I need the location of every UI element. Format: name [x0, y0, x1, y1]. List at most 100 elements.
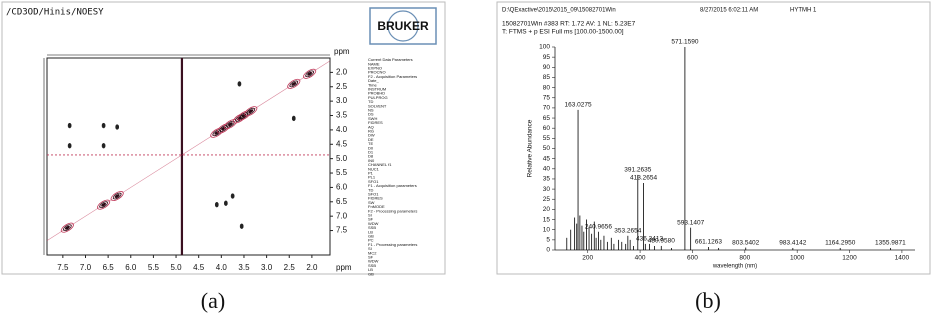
x-tick-label: 4.0 — [216, 263, 228, 272]
subtitle: T: FTMS + p ESI Full ms [100.00-1500.00] — [502, 29, 624, 36]
y-tick-label: 4.5 — [336, 139, 348, 148]
y-tick-label: 6.0 — [336, 183, 348, 192]
peak-label: 571.1590 — [671, 39, 698, 46]
x-tick-label: 7.5 — [57, 263, 69, 272]
x-tick-label: 200 — [582, 255, 593, 262]
contour-ring — [215, 202, 218, 207]
contour-ring — [224, 201, 227, 206]
peak-label: 353.2654 — [614, 228, 641, 235]
y-tick-label: 90 — [543, 64, 551, 71]
y-tick-label: 3.0 — [336, 96, 348, 105]
y-tick-label: 15 — [543, 216, 551, 223]
y-tick-label: 6.5 — [336, 197, 348, 206]
cross-peak — [231, 194, 234, 199]
x-tick-label: 6.0 — [125, 263, 137, 272]
spectrum-path: /CD3OD/Hinis/NOESY — [6, 8, 104, 18]
y-tick-label: 60 — [543, 125, 551, 132]
panel-caption: (a) — [201, 288, 225, 313]
cross-peak — [68, 123, 71, 128]
x-axis-label: ppm — [336, 263, 352, 272]
y-tick-label: 40 — [543, 166, 551, 173]
contour-ring — [238, 81, 241, 86]
x-tick-label: 3.5 — [238, 263, 250, 272]
parameter: F1 - Processing parameters — [368, 242, 417, 247]
y-tick-label: 25 — [543, 196, 551, 203]
diagonal-peak — [96, 198, 111, 211]
y-tick-label: 65 — [543, 115, 551, 122]
contour-ring — [240, 224, 243, 229]
x-tick-label: 400 — [635, 255, 646, 262]
x-tick-label: 1400 — [895, 255, 910, 262]
peak-label: 661.1263 — [695, 239, 722, 246]
y-tick-label: 7.0 — [336, 211, 348, 220]
peak-label: 593.1407 — [677, 219, 704, 226]
y-tick-label: 70 — [543, 105, 551, 112]
contour-ring — [68, 123, 71, 128]
y-tick-label: 85 — [543, 74, 551, 81]
header: HYTMH 1 — [790, 8, 817, 14]
diagonal-peak — [302, 67, 317, 80]
parameter: F1 - Acquisition parameters — [368, 183, 417, 188]
x-tick-label: 2.5 — [284, 263, 296, 272]
figure: /CD3OD/Hinis/NOESYBRUKERCurrent Data Par… — [0, 0, 942, 322]
y-tick-label: 35 — [543, 176, 551, 183]
diagonal-peak — [110, 190, 125, 203]
contour-ring — [102, 123, 105, 128]
x-tick-label: 1200 — [842, 255, 857, 262]
peak-label: 1355.9871 — [875, 240, 906, 247]
peak-label: 1164.2950 — [825, 240, 856, 247]
cross-peak — [102, 143, 105, 148]
x-tick-label: 5.5 — [148, 263, 160, 272]
header: D:\QExactive\2015\2015_09\15082701Win — [502, 8, 616, 14]
parameter: F2 - Processing parameters — [368, 208, 417, 213]
x-tick-label: 1000 — [790, 255, 805, 262]
contour-ring — [231, 194, 234, 199]
contour-ring — [292, 116, 295, 121]
peak-label: 391.2635 — [624, 167, 651, 174]
x-tick-label: 7.0 — [80, 263, 92, 272]
x-tick-label: 800 — [739, 255, 750, 262]
peak-label: 480.9580 — [648, 238, 675, 245]
panel-frame — [497, 2, 930, 274]
y-tick-label: 30 — [543, 186, 551, 193]
header: 8/27/2015 6:02:11 AM — [700, 8, 758, 14]
y-tick-label: 50 — [543, 145, 551, 152]
y-tick-label: 10 — [543, 226, 551, 233]
logo: BRUKER — [377, 19, 429, 33]
y-tick-label: 75 — [543, 94, 551, 101]
y-axis-label: ppm — [334, 47, 350, 56]
parameter: GB — [368, 271, 374, 276]
cross-peak — [240, 224, 243, 229]
y-tick-label: 100 — [539, 44, 550, 51]
x-tick-label: 6.5 — [103, 263, 115, 272]
subtitle: 15082701Win #383 RT: 1.72 AV: 1 NL: 5.23… — [502, 21, 636, 28]
contour-ring — [102, 143, 105, 148]
peak-label: 803.5402 — [732, 239, 759, 246]
cross-peak — [215, 202, 218, 207]
y-tick-label: 5.5 — [336, 168, 348, 177]
x-axis-label: wavelength (nm) — [712, 264, 757, 270]
y-tick-label: 2.0 — [336, 67, 348, 76]
y-tick-label: 4.0 — [336, 125, 348, 134]
y-tick-label: 80 — [543, 84, 551, 91]
cross-peak — [292, 116, 295, 121]
y-axis-label: Relative Abundance — [527, 119, 534, 177]
cross-peak — [224, 201, 227, 206]
panel-caption: (b) — [695, 288, 721, 313]
x-tick-label: 600 — [687, 255, 698, 262]
cross-peak — [102, 123, 105, 128]
y-tick-label: 2.5 — [336, 82, 348, 91]
x-tick-label: 3.0 — [261, 263, 273, 272]
peak-label: 983.4142 — [779, 240, 806, 247]
cross-peak — [68, 143, 71, 148]
y-tick-label: 5.0 — [336, 154, 348, 163]
x-tick-label: 5.0 — [170, 263, 182, 272]
x-tick-label: 2.0 — [306, 263, 318, 272]
y-tick-label: 3.5 — [336, 111, 348, 120]
y-tick-label: 5 — [546, 237, 550, 244]
contour-ring — [68, 143, 71, 148]
y-tick-label: 7.5 — [336, 226, 348, 235]
y-tick-label: 95 — [543, 54, 551, 61]
peak-label: 163.0275 — [564, 102, 591, 109]
x-tick-label: 4.5 — [193, 263, 205, 272]
